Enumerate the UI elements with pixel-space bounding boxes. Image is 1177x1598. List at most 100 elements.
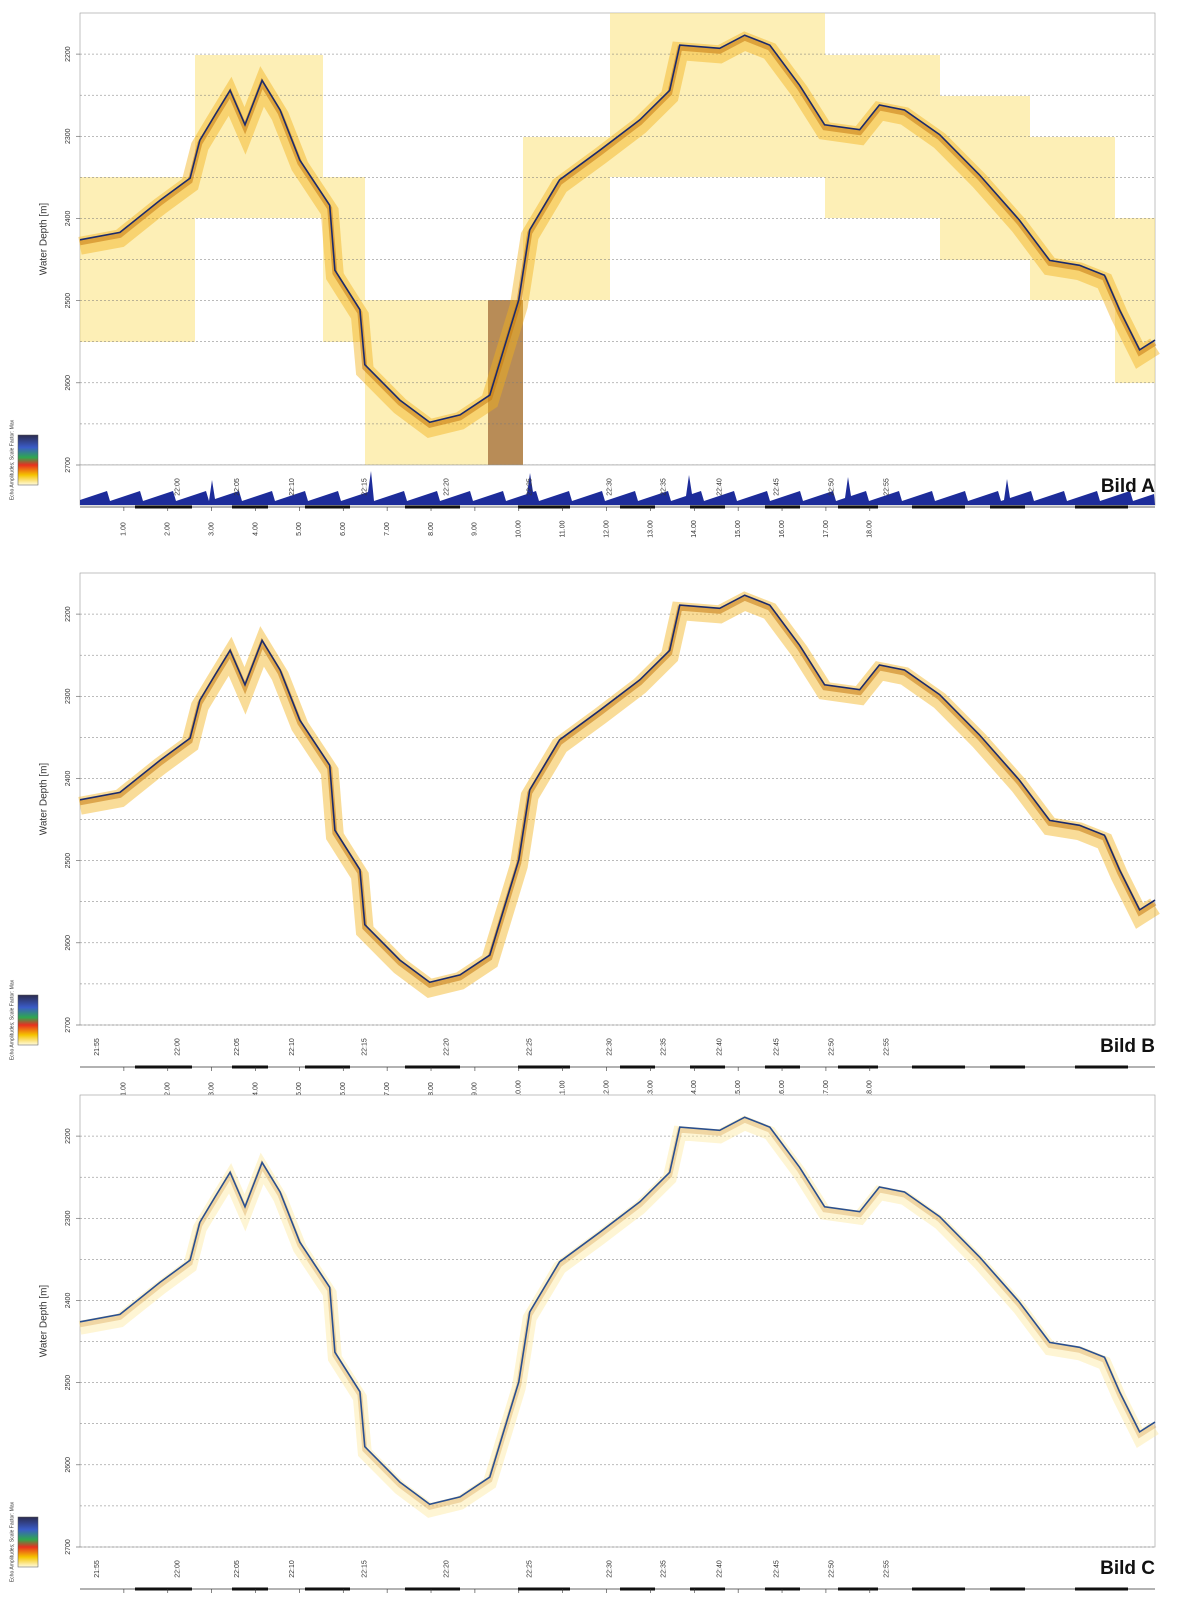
x-tick-label: 12.00 (603, 520, 610, 538)
time-tick-label: 22:55 (883, 1038, 890, 1056)
x-tick-label: 6.00 (340, 522, 347, 536)
scale-segment (620, 505, 655, 509)
x-tick-label: 3.00 (208, 522, 215, 536)
time-tick-label: 22:20 (444, 478, 451, 496)
scale-segment (912, 1065, 965, 1069)
time-tick-label: 22:25 (527, 1038, 534, 1056)
scale-segment (518, 1065, 570, 1069)
colorbar-label: Echo Amplitudes; Scale Factor: Max (9, 1501, 15, 1582)
echo-band (79, 1117, 1157, 1511)
time-tick-label: 22:45 (774, 1560, 781, 1578)
y-tick-label: 2700 (65, 1539, 72, 1555)
y-tick-label: 2300 (65, 128, 72, 144)
time-tick-label: 22:05 (234, 1038, 241, 1056)
time-tick-label: 21:55 (94, 1038, 101, 1056)
y-tick-label: 2600 (65, 375, 72, 391)
x-tick-label: 11.00 (559, 1080, 566, 1097)
scale-segment (912, 505, 965, 509)
scale-segment (838, 505, 878, 509)
x-tick-label: 5.00 (296, 1082, 303, 1096)
scale-segment (405, 1587, 460, 1591)
scale-segment (990, 505, 1025, 509)
x-tick-label: 10.00 (516, 1080, 523, 1098)
y-tick-label: 2700 (65, 1017, 72, 1033)
depth-profile (79, 594, 1156, 984)
y-tick-label: 2200 (65, 1128, 72, 1144)
scale-segment (405, 505, 460, 509)
x-tick-label: 3.00 (208, 1082, 215, 1096)
time-tick-label: 22:30 (606, 478, 613, 496)
time-tick-label: 22:20 (444, 1038, 451, 1056)
scale-segment (135, 1587, 192, 1591)
y-tick-label: 2600 (65, 935, 72, 951)
y-tick-label: 2300 (65, 1210, 72, 1226)
x-tick-label: 7.00 (384, 1082, 391, 1096)
depth-profile (79, 1116, 1156, 1506)
x-tick-label: 2.00 (165, 1082, 172, 1096)
scale-segment (838, 1587, 878, 1591)
time-tick-label: 22:35 (660, 1038, 667, 1056)
x-tick-label: 10.00 (516, 520, 523, 538)
scale-segment (990, 1587, 1025, 1591)
y-tick-label: 2300 (65, 688, 72, 704)
time-tick-label: 22:30 (606, 1560, 613, 1578)
x-tick-label: 9.00 (472, 1082, 479, 1096)
x-tick-label: 4.00 (252, 522, 259, 536)
y-tick-label: 2400 (65, 1293, 72, 1309)
y-tick-label: 2500 (65, 853, 72, 869)
scale-segment (1075, 1587, 1128, 1591)
plot-frame (79, 572, 1156, 1026)
time-tick-label: 22:55 (883, 478, 890, 496)
time-tick-label: 22:00 (175, 478, 182, 496)
time-tick-label: 22:40 (717, 1038, 724, 1056)
x-tick-label: 4.00 (252, 1082, 259, 1096)
scale-segment (1075, 1065, 1128, 1069)
scale-segment (690, 1065, 725, 1069)
time-tick-label: 22:05 (234, 1560, 241, 1578)
time-tick-label: 22:35 (660, 1560, 667, 1578)
panel-label: Bild A (1101, 476, 1155, 497)
y-tick-label: 2400 (65, 771, 72, 787)
x-tick-label: 8.00 (428, 1082, 435, 1096)
plot-frame (79, 1094, 1156, 1548)
scale-segment (690, 1587, 725, 1591)
time-tick-label: 22:00 (175, 1560, 182, 1578)
x-tick-label: 8.00 (428, 522, 435, 536)
time-tick-label: 22:50 (828, 478, 835, 496)
time-tick-label: 22:15 (362, 1560, 369, 1578)
time-tick-label: 22:20 (444, 1560, 451, 1578)
scale-segment (765, 1587, 800, 1591)
colorbar-label: Echo Amplitudes; Scale Factor: Max (9, 419, 15, 500)
scale-segment (765, 1065, 800, 1069)
x-tick-label: 18.00 (867, 520, 874, 538)
x-tick-label: 16.00 (779, 520, 786, 538)
time-tick-label: 22:15 (362, 478, 369, 496)
scale-segment (232, 505, 268, 509)
x-tick-label: 5.00 (296, 522, 303, 536)
colorbar-label: Echo Amplitudes; Scale Factor: Max (9, 979, 15, 1060)
scale-segment (765, 505, 800, 509)
x-tick-label: 17.00 (823, 520, 830, 538)
scale-segment (990, 1065, 1025, 1069)
colorbar (17, 1516, 39, 1568)
x-tick-label: 1.00 (121, 1082, 128, 1096)
y-tick-label: 2500 (65, 293, 72, 309)
echogram-block (940, 96, 1030, 260)
y-tick-label: 2700 (65, 457, 72, 473)
scale-segment (912, 1587, 965, 1591)
scale-segment (305, 505, 350, 509)
time-tick-label: 22:25 (527, 1560, 534, 1578)
scale-segment (305, 1587, 350, 1591)
x-tick-label: 18.00 (867, 1080, 874, 1098)
time-tick-label: 22:55 (883, 1560, 890, 1578)
time-tick-label: 22:30 (606, 1038, 613, 1056)
time-tick-label: 22:45 (774, 1038, 781, 1056)
scale-segment (518, 505, 570, 509)
scale-segment (405, 1065, 460, 1069)
time-tick-label: 22:15 (362, 1038, 369, 1056)
x-tick-label: 16.00 (779, 1080, 786, 1098)
panel-label: Bild B (1100, 1036, 1155, 1057)
